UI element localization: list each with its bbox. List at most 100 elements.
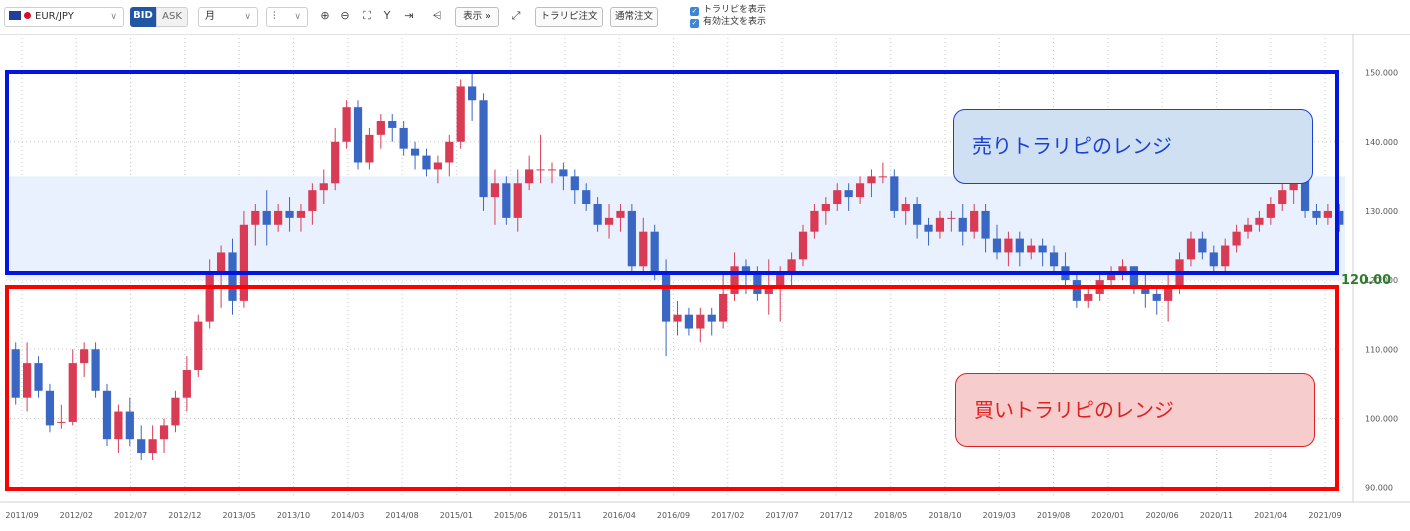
candle-body [399, 127, 408, 149]
candle-body [810, 210, 819, 232]
candle-body [137, 439, 146, 454]
candle-body [935, 217, 945, 232]
candle-body [867, 176, 876, 184]
candle-body [707, 314, 716, 322]
candle-body [547, 169, 557, 171]
candle-body [182, 370, 191, 398]
candle-body [719, 293, 728, 322]
y-tick-label: 120.000 [1365, 276, 1398, 285]
candle-body [1266, 204, 1275, 218]
chevron-double-down-icon: » [485, 11, 491, 22]
x-tick-label: 2014/03 [331, 511, 364, 520]
y-tick-label: 150.000 [1365, 69, 1398, 78]
candle-body [582, 190, 591, 205]
candle-body [673, 314, 682, 322]
candle-body [947, 217, 956, 219]
candle-body [639, 231, 648, 267]
candle-body [57, 421, 66, 423]
eu-flag-icon [9, 11, 21, 20]
y-tick-label: 140.000 [1365, 138, 1398, 147]
y-tick-label: 100.000 [1365, 414, 1398, 423]
candle-body [1129, 266, 1139, 288]
x-tick-label: 2021/04 [1254, 511, 1287, 520]
candle-body [833, 190, 842, 205]
candlestick-chart[interactable]: 150.000 140.000 130.000 120.000 110.000 100.0… [0, 34, 1410, 531]
symbol-select[interactable]: EUR/JPY ∨ [4, 7, 124, 27]
candle-body [559, 169, 568, 177]
x-tick-label: 2012/12 [168, 511, 201, 520]
candle-body [342, 107, 351, 142]
candle-body [456, 86, 465, 142]
candle-body [422, 155, 431, 170]
show-valid-orders-checkbox[interactable]: ✓ 有効注文を表示 [690, 17, 766, 28]
candle-body [216, 252, 226, 274]
candle-body [513, 183, 522, 218]
x-tick-label: 2013/05 [223, 511, 256, 520]
candle-body [490, 183, 500, 198]
symbol-label: EUR/JPY [35, 11, 74, 22]
scale-icon[interactable]: Y [383, 9, 391, 22]
candle-body [388, 121, 397, 128]
y-tick-label: 110.000 [1365, 345, 1398, 354]
x-tick-label: 2012/02 [60, 511, 93, 520]
expand-icon[interactable]: ⤢ [511, 9, 521, 22]
candle-body [11, 349, 20, 398]
candle-body [1255, 217, 1264, 225]
candle-body [285, 210, 294, 218]
candle-body [981, 210, 990, 239]
candle-body [68, 363, 77, 422]
buy-range-box [5, 285, 1339, 491]
check-icon: ✓ [690, 19, 699, 28]
display-label: 表示 [463, 11, 483, 22]
x-tick-label: 2015/11 [548, 511, 581, 520]
x-tick-label: 2019/03 [983, 511, 1016, 520]
x-tick-label: 2016/04 [603, 511, 636, 520]
candle-body [1004, 238, 1013, 253]
jump-latest-icon[interactable]: ⇥ [404, 9, 414, 22]
show-trap-checkbox[interactable]: ✓ トラリピを表示 [690, 5, 766, 16]
indicator-icon[interactable]: ⩤ [432, 9, 442, 22]
y-tick-label: 130.000 [1365, 207, 1398, 216]
candle-body [525, 169, 534, 184]
candle-body [102, 390, 112, 440]
candle-body [1209, 252, 1218, 267]
candlestick-icon: ⫶ [273, 11, 276, 22]
normal-order-button[interactable]: 通常注文 [610, 7, 658, 27]
chevron-down-icon: ∨ [294, 12, 301, 22]
candle-body [730, 266, 739, 294]
candle-body [696, 314, 705, 329]
ask-button[interactable]: ASK [156, 7, 188, 27]
candle-body [80, 349, 89, 364]
display-button[interactable]: 表示 » [455, 7, 499, 27]
chart-type-select[interactable]: ⫶ ∨ [266, 7, 308, 27]
candle-body [445, 141, 454, 163]
bid-button[interactable]: BID [130, 7, 156, 27]
x-tick-label: 2020/06 [1146, 511, 1179, 520]
chevron-down-icon: ∨ [110, 12, 117, 22]
zoom-out-icon[interactable]: ⊖ [340, 9, 350, 22]
candle-body [570, 176, 579, 191]
candle-body [319, 183, 328, 191]
candle-body [593, 204, 602, 225]
candle-body [1152, 293, 1161, 301]
candle-body [970, 210, 979, 232]
candle-body [1221, 245, 1230, 267]
candle-body [1186, 238, 1196, 260]
candle-body [353, 107, 363, 163]
candle-body [251, 210, 260, 225]
sell-range-box [5, 70, 1339, 275]
fit-icon[interactable]: ⛶ [363, 9, 371, 22]
candle-body [1027, 245, 1036, 253]
candle-body [308, 190, 317, 211]
trap-order-button[interactable]: トラリピ注文 [535, 7, 603, 27]
buy-range-callout: 買いトラリピのレンジ [955, 373, 1315, 447]
candle-body [1278, 190, 1287, 205]
zoom-in-icon[interactable]: ⊕ [320, 9, 330, 22]
show-valid-orders-label: 有効注文を表示 [703, 17, 767, 27]
candle-body [125, 411, 134, 440]
period-select[interactable]: 月 ∨ [198, 7, 258, 27]
candle-body [1323, 210, 1332, 218]
candle-body [855, 183, 865, 198]
candle-body [753, 273, 762, 294]
jp-flag-icon [24, 12, 31, 19]
